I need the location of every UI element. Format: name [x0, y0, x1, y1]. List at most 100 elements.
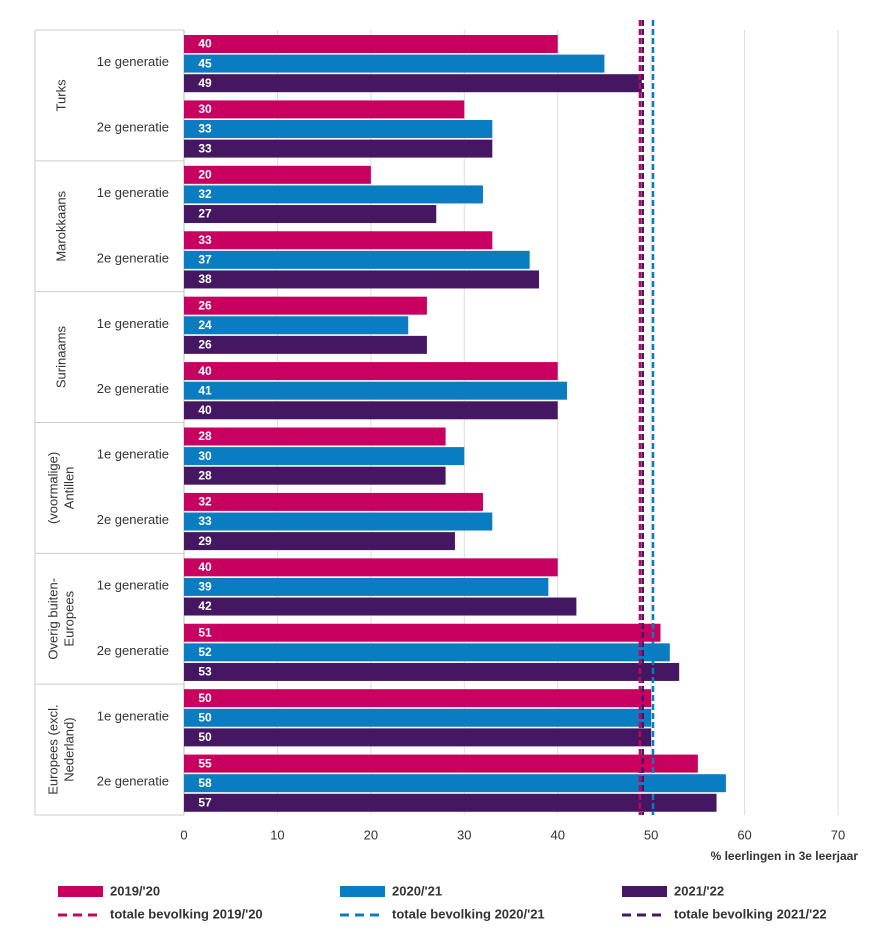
- bar: [184, 139, 493, 158]
- legend-label: 2020/'21: [392, 883, 442, 898]
- bar: [184, 381, 568, 400]
- bar: [184, 466, 446, 485]
- data-label: 40: [198, 37, 212, 51]
- bar: [184, 316, 409, 335]
- bar: [184, 270, 540, 289]
- category-label: 2e generatie: [97, 381, 169, 396]
- bar: [184, 120, 493, 139]
- bar: [184, 447, 465, 466]
- data-label: 28: [198, 429, 212, 443]
- data-label: 53: [198, 665, 212, 679]
- legend-label: 2021/'22: [674, 883, 724, 898]
- group-label: Turks: [53, 79, 68, 112]
- category-label: 2e generatie: [97, 643, 169, 658]
- data-label: 30: [198, 449, 212, 463]
- legend-label: 2019/'20: [110, 883, 160, 898]
- data-label: 32: [198, 187, 212, 201]
- legend-swatch: [58, 886, 103, 897]
- bar: [184, 532, 455, 551]
- category-label: 2e generatie: [97, 120, 169, 135]
- data-label: 50: [198, 710, 212, 724]
- category-label: 1e generatie: [97, 316, 169, 331]
- data-label: 30: [198, 102, 212, 116]
- data-label: 24: [198, 318, 212, 332]
- data-label: 42: [198, 599, 212, 613]
- bar: [184, 35, 558, 53]
- x-tick-label: 30: [457, 827, 471, 842]
- data-label: 50: [198, 730, 212, 744]
- group-label: Antillen: [61, 467, 76, 510]
- data-label: 39: [198, 580, 212, 594]
- bar: [184, 754, 698, 773]
- data-label: 32: [198, 495, 212, 509]
- category-label: 2e generatie: [97, 774, 169, 789]
- data-label: 40: [198, 403, 212, 417]
- data-label: 45: [198, 56, 212, 70]
- group-label: Marokkaans: [53, 190, 68, 261]
- data-label: 33: [198, 141, 212, 155]
- bar: [184, 708, 652, 727]
- data-label: 50: [198, 691, 212, 705]
- category-label: 1e generatie: [97, 185, 169, 200]
- x-tick-label: 50: [644, 827, 658, 842]
- data-label: 58: [198, 776, 212, 790]
- data-label: 41: [198, 383, 212, 397]
- bar: [184, 362, 558, 381]
- data-label: 26: [198, 338, 212, 352]
- x-axis-label: % leerlingen in 3e leerjaar: [711, 849, 859, 863]
- legend-label: totale bevolking 2021/'22: [674, 906, 827, 921]
- legend-label: totale bevolking 2019/'20: [110, 906, 263, 921]
- bar: [184, 54, 605, 73]
- data-label: 28: [198, 468, 212, 482]
- bar: [184, 165, 371, 184]
- bar: [184, 577, 549, 596]
- bar: [184, 643, 670, 662]
- bar: [184, 296, 427, 315]
- x-tick-label: 40: [550, 827, 564, 842]
- bar: [184, 492, 483, 511]
- group-label: Europees (excl.: [45, 704, 60, 794]
- group-label: Europees: [61, 590, 76, 646]
- bar: [184, 512, 493, 531]
- bar: [184, 774, 726, 793]
- legend-swatch: [622, 886, 667, 897]
- data-label: 33: [198, 233, 212, 247]
- category-label: 2e generatie: [97, 250, 169, 265]
- bar: [184, 728, 652, 747]
- group-label: Nederland): [61, 717, 76, 781]
- bar: [184, 205, 437, 224]
- data-label: 33: [198, 514, 212, 528]
- bar: [184, 231, 493, 250]
- bar: [184, 662, 680, 681]
- data-label: 29: [198, 534, 212, 548]
- data-label: 38: [198, 272, 212, 286]
- bar: [184, 793, 717, 812]
- bar: [184, 597, 577, 616]
- x-tick-label: 10: [270, 827, 284, 842]
- bar: [184, 689, 652, 708]
- group-label: Overig buiten-: [45, 578, 60, 660]
- bar: [184, 623, 661, 642]
- data-label: 57: [198, 795, 212, 809]
- x-tick-label: 70: [831, 827, 845, 842]
- data-label: 27: [198, 207, 212, 221]
- data-label: 26: [198, 298, 212, 312]
- bar: [184, 401, 558, 420]
- bar: [184, 100, 465, 119]
- bar: [184, 427, 446, 446]
- data-label: 40: [198, 364, 212, 378]
- x-tick-label: 0: [180, 827, 187, 842]
- data-label: 20: [198, 168, 212, 182]
- data-label: 55: [198, 756, 212, 770]
- x-tick-label: 20: [364, 827, 378, 842]
- category-label: 1e generatie: [97, 708, 169, 723]
- bar: [184, 74, 642, 93]
- category-label: 1e generatie: [97, 54, 169, 69]
- data-label: 33: [198, 122, 212, 136]
- bar: [184, 250, 530, 269]
- data-label: 49: [198, 76, 212, 90]
- bar: [184, 335, 427, 354]
- bar: [184, 185, 483, 204]
